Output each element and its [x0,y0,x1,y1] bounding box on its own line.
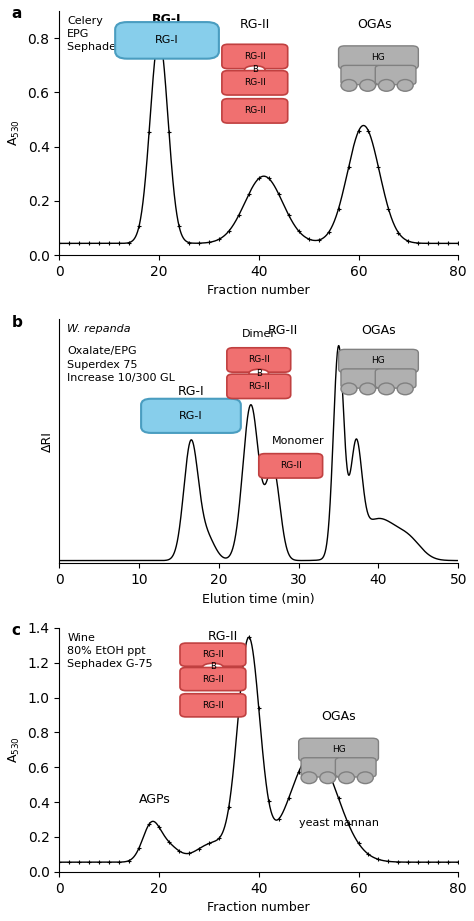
FancyBboxPatch shape [180,668,246,691]
FancyBboxPatch shape [222,44,288,69]
Ellipse shape [341,79,357,91]
FancyBboxPatch shape [301,758,342,777]
FancyBboxPatch shape [222,99,288,123]
Text: c: c [11,623,20,638]
FancyBboxPatch shape [375,65,416,85]
Text: RG-II: RG-II [244,107,265,115]
Text: HG: HG [372,356,385,366]
X-axis label: Elution time (min): Elution time (min) [202,593,315,606]
FancyBboxPatch shape [222,71,288,95]
Text: B: B [210,662,216,671]
FancyBboxPatch shape [259,454,323,478]
Text: RG-I: RG-I [152,13,182,26]
Text: OGAs: OGAs [321,710,356,723]
Ellipse shape [301,772,317,784]
FancyBboxPatch shape [341,369,382,388]
Text: RG-II: RG-II [202,701,224,710]
Ellipse shape [397,79,413,91]
X-axis label: Fraction number: Fraction number [208,285,310,297]
Text: a: a [11,6,22,21]
Ellipse shape [360,79,376,91]
Text: OGAs: OGAs [357,18,392,31]
Text: Wine
80% EtOH ppt
Sephadex G-75: Wine 80% EtOH ppt Sephadex G-75 [67,633,153,670]
Text: Monomer: Monomer [273,437,325,447]
FancyBboxPatch shape [180,694,246,717]
FancyBboxPatch shape [336,758,376,777]
FancyBboxPatch shape [141,399,241,433]
Ellipse shape [360,383,376,395]
Text: Celery
EPG
Sephadex G-75: Celery EPG Sephadex G-75 [67,16,153,52]
FancyBboxPatch shape [341,65,382,85]
Text: RG-I: RG-I [155,35,179,45]
Text: RG-II: RG-II [202,650,224,659]
Text: HG: HG [332,745,346,754]
FancyBboxPatch shape [115,22,219,59]
Text: RG-II: RG-II [268,324,298,337]
Text: RG-II: RG-II [240,18,270,31]
FancyBboxPatch shape [375,369,416,388]
Text: yeast mannan: yeast mannan [299,818,379,828]
X-axis label: Fraction number: Fraction number [208,901,310,914]
FancyBboxPatch shape [338,349,419,372]
Ellipse shape [397,383,413,395]
Text: b: b [11,315,22,330]
Ellipse shape [378,79,394,91]
Text: B: B [256,368,262,378]
Text: RG-II: RG-II [202,674,224,683]
Text: HG: HG [372,53,385,62]
Ellipse shape [203,663,223,670]
Text: Dimer: Dimer [242,329,276,339]
Ellipse shape [320,772,336,784]
Text: RG-II: RG-II [244,52,265,61]
Ellipse shape [378,383,394,395]
Ellipse shape [338,772,355,784]
Text: RG-II: RG-II [244,78,265,87]
Text: RG-I: RG-I [178,385,204,398]
Text: B: B [252,65,258,75]
Text: RG-II: RG-II [208,630,238,643]
FancyBboxPatch shape [180,643,246,666]
Text: AGPs: AGPs [139,793,171,806]
Text: RG-II: RG-II [248,382,270,391]
Ellipse shape [245,65,265,74]
FancyBboxPatch shape [227,374,291,399]
Ellipse shape [341,383,357,395]
Text: OGAs: OGAs [361,324,396,337]
FancyBboxPatch shape [299,739,378,762]
Text: W. repanda: W. repanda [67,324,131,334]
Y-axis label: A$_{530}$: A$_{530}$ [7,737,22,764]
Text: Oxalate/EPG
Superdex 75
Increase 10/300 GL: Oxalate/EPG Superdex 75 Increase 10/300 … [67,346,175,383]
Ellipse shape [249,369,269,377]
Text: RG-II: RG-II [280,461,301,471]
FancyBboxPatch shape [227,348,291,372]
Text: RG-I: RG-I [179,411,203,421]
Ellipse shape [357,772,373,784]
FancyBboxPatch shape [338,46,419,69]
Y-axis label: ΔRI: ΔRI [41,431,54,452]
Y-axis label: A$_{530}$: A$_{530}$ [7,120,22,146]
Text: RG-II: RG-II [248,356,270,365]
